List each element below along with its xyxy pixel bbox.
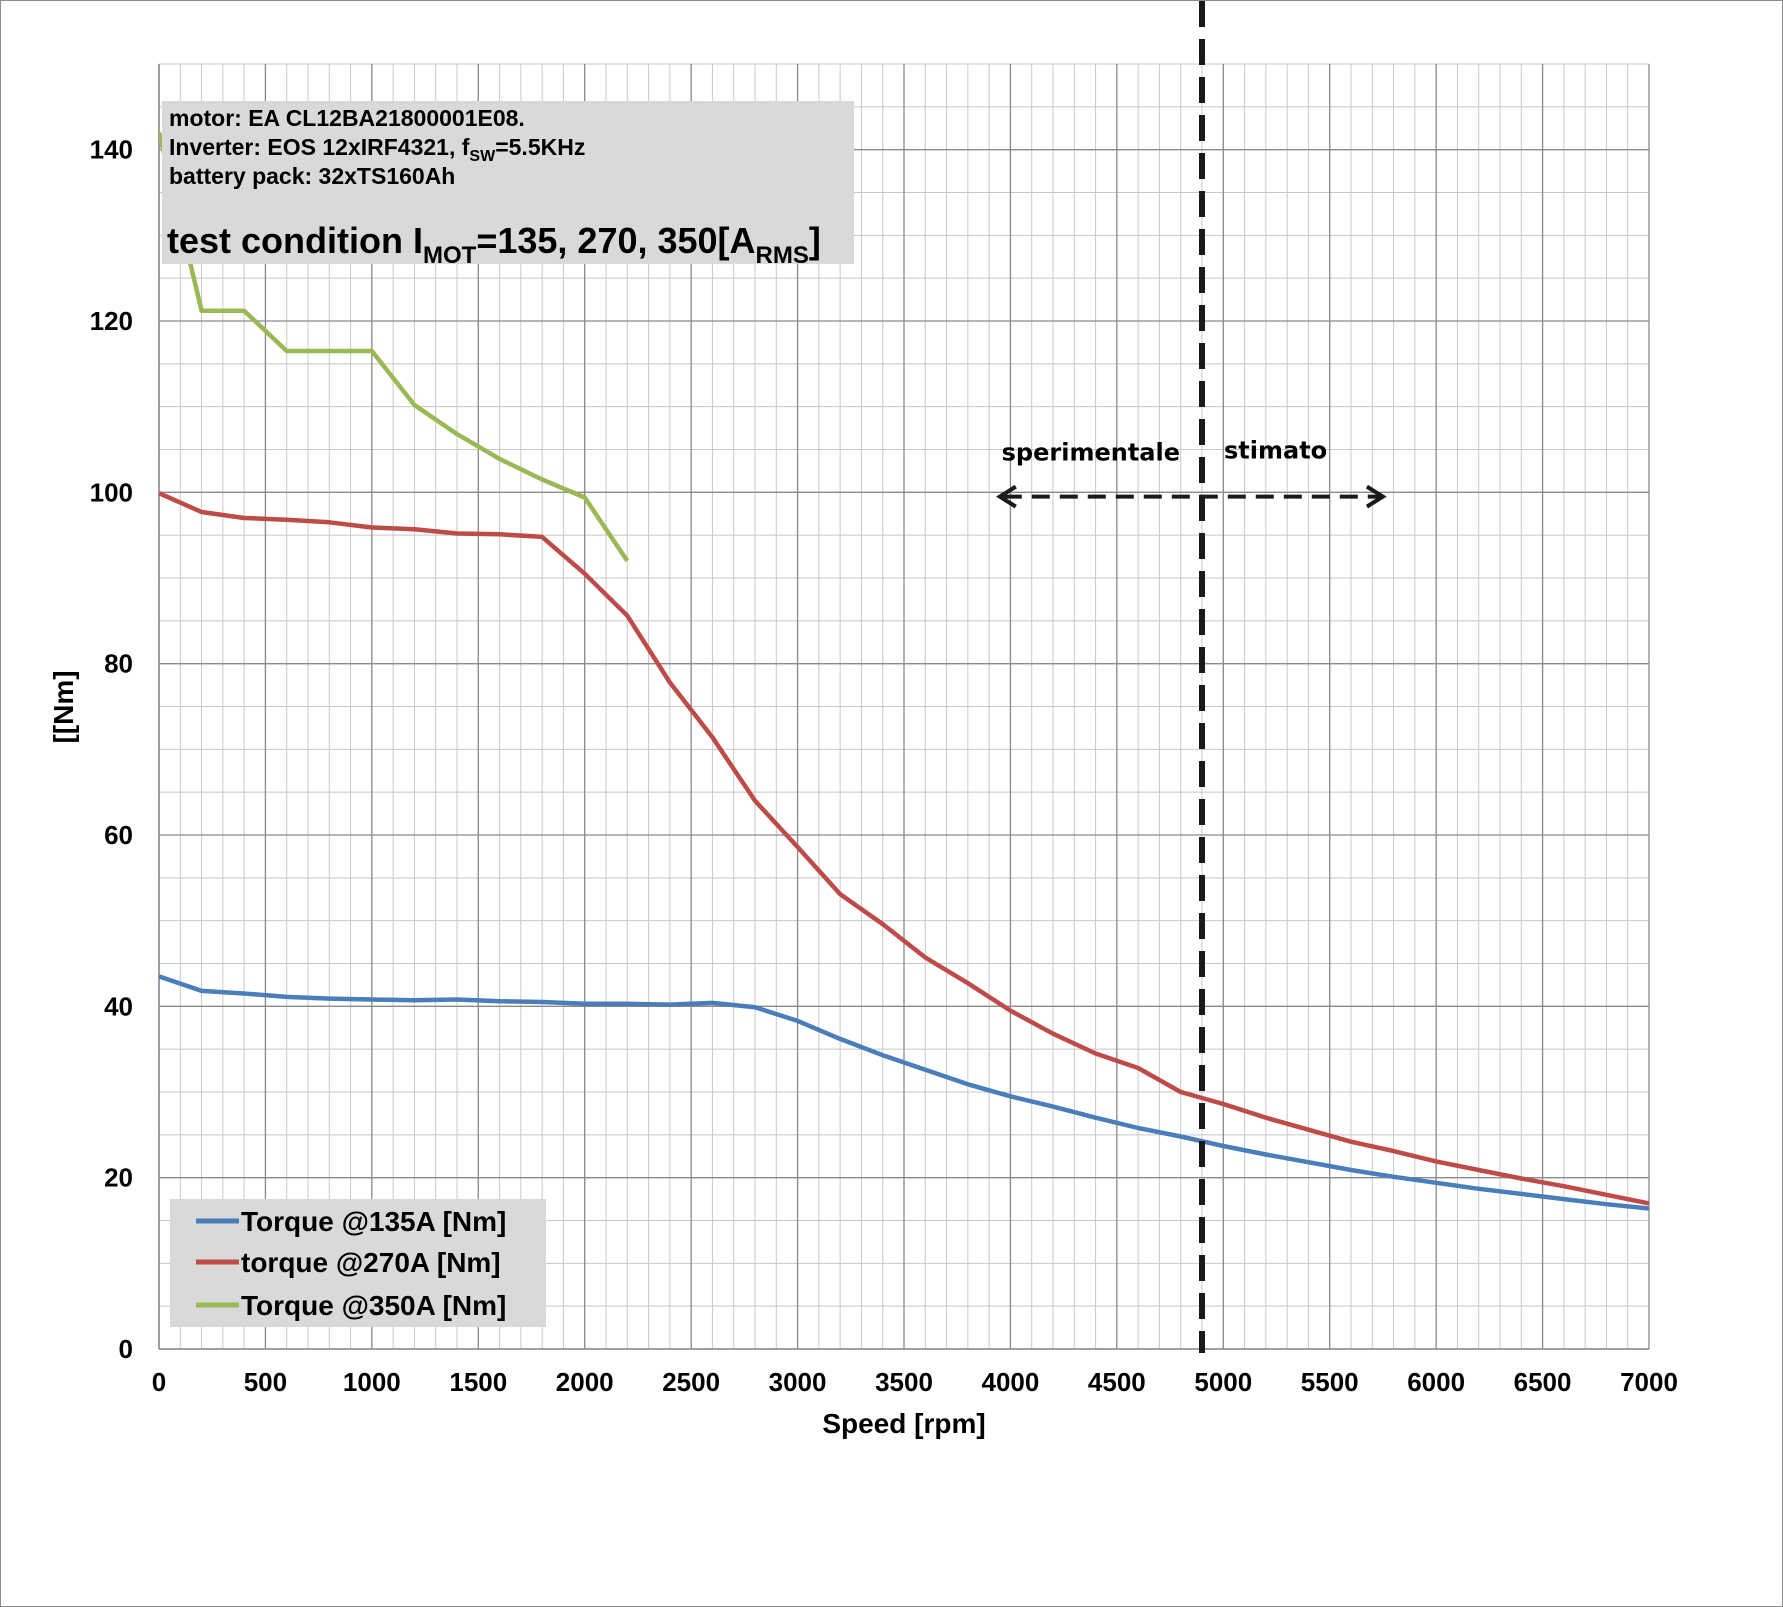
axes: [158, 64, 1649, 1350]
x-tick-label: 3500: [875, 1367, 933, 1397]
y-tick-label: 20: [104, 1163, 133, 1193]
series-line-0: [159, 974, 1649, 1211]
x-tick-label: 1500: [449, 1367, 507, 1397]
series-lines: [159, 131, 1649, 1211]
x-tick-label: 6500: [1514, 1367, 1572, 1397]
series-line-2: [159, 131, 630, 563]
x-tick-label: 2500: [662, 1367, 720, 1397]
x-tick-label: 2000: [556, 1367, 614, 1397]
x-tick-label: 6000: [1407, 1367, 1465, 1397]
y-tick-label: 140: [90, 135, 133, 165]
test-condition: test condition IMOT=135, 270, 350[ARMS]: [167, 220, 821, 269]
region-label-stimato: stimato: [1224, 437, 1327, 465]
x-tick-label: 4000: [982, 1367, 1040, 1397]
x-tick-label: 5000: [1194, 1367, 1252, 1397]
y-tick-label: 80: [104, 649, 133, 679]
arrowhead-right: [1365, 484, 1387, 509]
legend: Torque @135A [Nm] torque @270A [Nm] Torq…: [170, 1199, 546, 1327]
x-tick-label: 0: [152, 1367, 166, 1397]
x-tick-label: 7000: [1620, 1367, 1678, 1397]
region-annotation: sperimentale stimato: [996, 1, 1387, 1353]
x-tick-label: 3000: [769, 1367, 827, 1397]
y-tick-labels: 0 20 40 60 80 100 120 140: [90, 135, 133, 1364]
info-box: motor: EA CL12BA21800001E08. Inverter: E…: [162, 101, 854, 269]
info-inverter: Inverter: EOS 12xIRF4321, fSW=5.5KHz: [169, 134, 585, 165]
legend-label-270a: torque @270A [Nm]: [241, 1247, 501, 1278]
x-tick-label: 5500: [1301, 1367, 1359, 1397]
region-label-sperimentale: sperimentale: [1002, 439, 1180, 467]
info-motor: motor: EA CL12BA21800001E08.: [169, 105, 525, 131]
y-tick-label: 120: [90, 306, 133, 336]
series-line-1: [159, 491, 1649, 1206]
x-tick-label: 500: [244, 1367, 287, 1397]
x-axis-title: Speed [rpm]: [822, 1408, 985, 1439]
arrowhead-left: [996, 484, 1017, 509]
y-tick-label: 40: [104, 991, 133, 1021]
legend-label-135a: Torque @135A [Nm]: [241, 1206, 506, 1237]
x-tick-label: 4500: [1088, 1367, 1146, 1397]
x-tick-label: 1000: [343, 1367, 401, 1397]
y-tick-label: 0: [119, 1334, 133, 1364]
legend-label-350a: Torque @350A [Nm]: [241, 1290, 506, 1321]
info-box-background: [162, 101, 854, 264]
y-axis-title: [[Nm]: [48, 670, 79, 743]
y-tick-label: 100: [90, 477, 133, 507]
x-tick-labels: 0 500 1000 1500 2000 2500 3000 3500 4000 4500 5000…: [152, 1367, 1678, 1397]
info-battery: battery pack: 32xTS160Ah: [169, 163, 455, 189]
y-tick-label: 60: [104, 820, 133, 850]
